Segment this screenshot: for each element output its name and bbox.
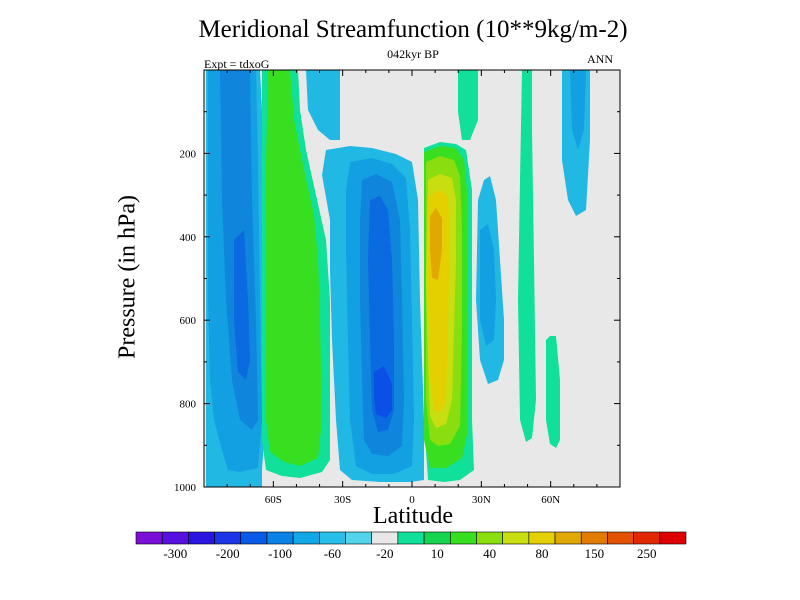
- colorbar-swatch: [659, 531, 687, 545]
- colorbar-label: 10: [431, 546, 444, 561]
- colorbar-swatch: [423, 531, 451, 545]
- y-tick-label: 1000: [174, 482, 197, 494]
- colorbar-swatch: [266, 531, 294, 545]
- y-axis: 200 400 600 800 1000: [174, 111, 620, 494]
- x-tick-label: 30N: [472, 494, 491, 506]
- chart-title: Meridional Streamfunction (10**9kg/m-2): [198, 16, 628, 43]
- colorbar-swatch: [449, 531, 477, 545]
- y-tick-label: 400: [180, 232, 197, 244]
- plot-area: [204, 70, 620, 487]
- neg-contour-80n-top-minus40: [570, 70, 586, 150]
- colorbar: -300 -200 -100 -60 -20 10 40 80 150 250: [135, 531, 687, 561]
- colorbar-label: 80: [535, 546, 548, 561]
- colorbar-swatch: [633, 531, 661, 545]
- colorbar-label: -20: [376, 546, 393, 561]
- neg-contour-top: [306, 70, 340, 140]
- y-tick-label: 600: [180, 315, 197, 327]
- pos-contour-sh-plus20: [266, 70, 322, 466]
- season-label: ANN: [587, 52, 613, 66]
- colorbar-label: -100: [268, 546, 292, 561]
- colorbar-swatch: [580, 531, 608, 545]
- x-tick-label: 60N: [541, 494, 560, 506]
- x-axis: 60S 30S 0 30N 60N: [203, 70, 621, 506]
- colorbar-swatch: [397, 531, 425, 545]
- neg-contour-sh-minus80: [234, 230, 250, 380]
- colorbar-swatch: [371, 531, 399, 545]
- y-tick-label: 200: [180, 148, 197, 160]
- pos-contour-70n-low: [546, 336, 560, 448]
- x-tick-label: 60S: [265, 494, 282, 506]
- colorbar-label: -300: [163, 546, 187, 561]
- chart-subtitle: 042kyr BP: [387, 47, 439, 61]
- colorbar-label: -60: [324, 546, 341, 561]
- colorbar-swatch: [607, 531, 634, 545]
- colorbar-label: 150: [585, 546, 605, 561]
- x-tick-label: 0: [409, 494, 415, 506]
- x-axis-title: Latitude: [373, 503, 453, 529]
- colorbar-label: 250: [637, 546, 657, 561]
- colorbar-swatch: [502, 531, 530, 545]
- neg-contour-nh-mid-minus40: [480, 224, 496, 346]
- colorbar-swatch: [214, 531, 242, 545]
- y-tick-label: 800: [180, 399, 197, 411]
- colorbar-swatch: [528, 531, 556, 545]
- colorbar-swatch: [135, 531, 163, 545]
- x-tick-label: 30S: [334, 494, 351, 506]
- colorbar-swatch: [319, 531, 346, 545]
- colorbar-swatch: [292, 531, 320, 545]
- pos-contour-nh-plus100: [430, 208, 442, 280]
- colorbar-swatch: [476, 531, 503, 545]
- experiment-label: Expt = tdxoG: [204, 57, 270, 71]
- colorbar-swatch: [554, 531, 582, 545]
- colorbar-label: -200: [216, 546, 240, 561]
- neg-contour-main-minus100: [374, 366, 392, 418]
- colorbar-swatch: [161, 531, 189, 545]
- pos-contour-nh-top: [458, 70, 478, 140]
- colorbar-swatch: [188, 531, 215, 545]
- colorbar-swatch: [240, 531, 268, 545]
- colorbar-label: 40: [483, 546, 496, 561]
- pos-contour-60n: [518, 70, 536, 442]
- colorbar-swatch: [345, 531, 373, 545]
